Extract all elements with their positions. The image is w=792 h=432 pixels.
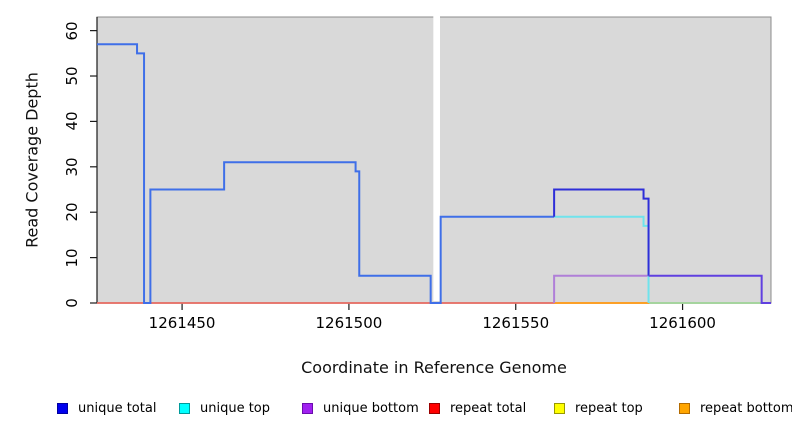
y-tick-label: 60	[63, 21, 81, 41]
legend-item-repeat-total: repeat total	[429, 399, 526, 417]
legend-item-unique-bottom: unique bottom	[302, 399, 419, 417]
legend-swatch-unique-top	[179, 402, 190, 414]
legend-swatch-repeat-top	[554, 402, 565, 414]
legend-label: repeat total	[450, 400, 527, 416]
legend-label: unique bottom	[323, 400, 419, 416]
series-unique-total	[553, 188, 650, 276]
y-tick-label: 30	[63, 157, 81, 177]
coverage-gap-stripe	[433, 16, 441, 301]
legend-label: repeat bottom	[700, 400, 792, 416]
x-tick-label: 1261600	[649, 314, 716, 332]
legend-label: repeat top	[575, 400, 643, 416]
y-tick-label: 40	[63, 111, 81, 131]
legend-swatch-repeat-bottom	[679, 402, 690, 414]
legend-item-unique-top: unique top	[179, 399, 270, 417]
legend-label: unique total	[78, 400, 157, 416]
series-unique-bottom	[553, 274, 650, 303]
x-axis-label: Coordinate in Reference Genome	[301, 358, 567, 377]
y-tick-label: 20	[63, 202, 81, 222]
x-tick-label: 1261500	[315, 314, 383, 332]
legend-item-repeat-bottom: repeat bottom	[679, 399, 792, 417]
legend-label: unique top	[200, 400, 271, 416]
y-tick-label: 0	[63, 298, 81, 308]
y-tick-label: 50	[63, 66, 81, 86]
series-unique-total-unique-top-overlap-left-block-	[97, 43, 555, 304]
x-tick-label: 1261550	[482, 314, 550, 332]
legend: unique total unique top unique bottom re…	[0, 399, 792, 421]
y-axis-label: Read Coverage Depth	[22, 72, 42, 248]
legend-item-repeat-top: repeat top	[554, 399, 643, 417]
x-tick-label: 1261450	[148, 314, 216, 332]
series-unique-total-unique-bottom-overlap-right-block-	[648, 274, 771, 304]
y-tick-label: 10	[63, 248, 81, 268]
legend-swatch-unique-bottom	[302, 402, 313, 414]
legend-swatch-unique-total	[57, 402, 68, 414]
legend-swatch-repeat-total	[429, 402, 440, 414]
legend-item-unique-total: unique total	[57, 399, 156, 417]
